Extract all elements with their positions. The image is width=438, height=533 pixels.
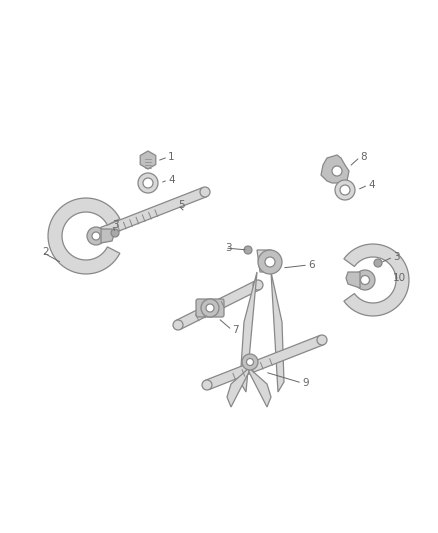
Text: 3: 3 [393, 252, 399, 262]
Polygon shape [48, 198, 120, 274]
Circle shape [244, 246, 252, 254]
Polygon shape [271, 272, 284, 392]
Circle shape [317, 335, 327, 345]
FancyBboxPatch shape [196, 299, 224, 317]
Circle shape [360, 276, 370, 285]
Circle shape [332, 166, 342, 176]
Circle shape [87, 227, 105, 245]
Circle shape [173, 320, 183, 330]
Text: 7: 7 [232, 325, 239, 335]
Text: 2: 2 [42, 247, 49, 257]
Circle shape [90, 230, 100, 240]
Polygon shape [346, 272, 360, 288]
Polygon shape [240, 272, 257, 392]
Text: 8: 8 [360, 152, 367, 162]
Text: 10: 10 [393, 273, 406, 283]
Polygon shape [227, 368, 249, 407]
Circle shape [355, 270, 375, 290]
Circle shape [138, 173, 158, 193]
Text: 4: 4 [168, 175, 175, 185]
Circle shape [374, 259, 382, 267]
Circle shape [143, 178, 153, 188]
Circle shape [258, 250, 282, 274]
Text: 1: 1 [168, 152, 175, 162]
Circle shape [111, 229, 119, 237]
Text: 3: 3 [225, 243, 232, 253]
Text: 5: 5 [178, 200, 185, 210]
Polygon shape [176, 280, 260, 329]
Polygon shape [93, 187, 207, 240]
Circle shape [335, 180, 355, 200]
Polygon shape [344, 244, 409, 316]
Circle shape [92, 232, 100, 240]
Polygon shape [257, 250, 275, 272]
Polygon shape [249, 368, 271, 407]
Circle shape [242, 354, 258, 370]
Circle shape [253, 280, 263, 290]
Text: 4: 4 [368, 180, 374, 190]
Circle shape [202, 380, 212, 390]
Circle shape [206, 304, 214, 312]
Polygon shape [101, 229, 114, 243]
Polygon shape [205, 335, 324, 390]
Polygon shape [321, 155, 349, 183]
Polygon shape [140, 151, 156, 169]
Text: 3: 3 [112, 220, 119, 230]
Circle shape [247, 359, 254, 366]
Circle shape [201, 299, 219, 317]
Circle shape [340, 185, 350, 195]
Text: 6: 6 [308, 260, 314, 270]
Circle shape [200, 187, 210, 197]
Circle shape [265, 257, 275, 267]
Text: 9: 9 [302, 378, 309, 388]
